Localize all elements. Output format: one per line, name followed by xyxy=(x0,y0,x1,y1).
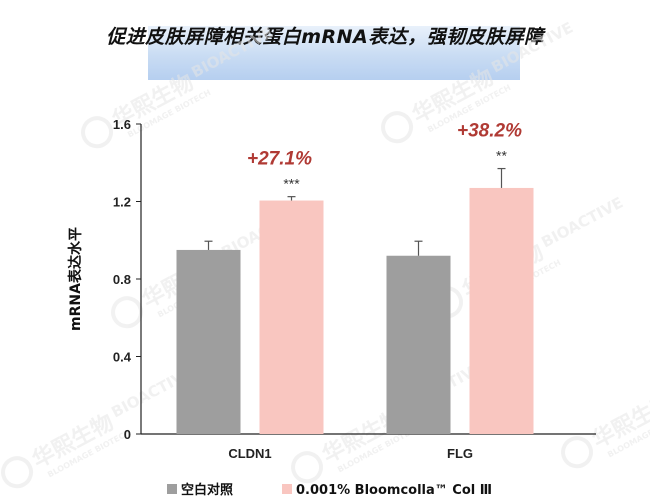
annotations: *** +27.1% ** +38.2% xyxy=(247,121,522,192)
percent-change-label: +38.2% xyxy=(457,121,522,142)
y-tick-label: 0.8 xyxy=(113,272,131,287)
watermark-logo-icon xyxy=(561,436,594,469)
legend-label-control: 空白对照 xyxy=(181,482,233,498)
significance-label: ** xyxy=(496,148,507,164)
category-labels: CLDN1 FLG xyxy=(228,446,473,461)
category-label: FLG xyxy=(447,446,473,461)
bar-treatment-cldn1 xyxy=(259,200,324,434)
watermark-logo-icon xyxy=(291,451,324,484)
bar-control-flg xyxy=(386,255,451,434)
watermark-logo-icon xyxy=(381,111,414,144)
watermark-logo-icon xyxy=(1,456,34,489)
y-tick-label: 1.6 xyxy=(113,117,131,132)
bar-control-cldn1 xyxy=(176,249,241,434)
title-band xyxy=(148,26,520,80)
bar-treatment-flg xyxy=(469,187,534,434)
watermark-brand-text: BIOACTIVE xyxy=(488,18,576,76)
y-tick-label: 0.4 xyxy=(113,350,132,365)
y-axis-label: mRNA表达水平 xyxy=(67,227,84,331)
significance-label: *** xyxy=(283,176,300,192)
watermark-logo-icon xyxy=(81,116,114,149)
category-label: CLDN1 xyxy=(228,446,271,461)
legend-swatch-treatment xyxy=(282,484,292,494)
legend-swatch-control xyxy=(167,484,177,494)
watermark-logo-icon xyxy=(111,296,144,329)
watermark-brand-text: BIOACTIVE xyxy=(188,23,276,81)
percent-change-label: +27.1% xyxy=(247,149,312,170)
legend: 空白对照 0.001% Bloomcolla™ Col Ⅲ xyxy=(167,482,492,498)
y-tick-label: 0 xyxy=(124,427,131,442)
watermark-brand-text: BIOACTIVE xyxy=(538,193,626,251)
chart-title: 促进皮肤屏障相关蛋白mRNA表达，强韧皮肤屏障 xyxy=(106,26,544,48)
legend-label-treatment: 0.001% Bloomcolla™ Col Ⅲ xyxy=(296,483,492,498)
y-tick-label: 1.2 xyxy=(113,195,131,210)
y-ticks: 0 0.4 0.8 1.2 1.6 xyxy=(113,117,141,442)
bars xyxy=(176,167,534,434)
